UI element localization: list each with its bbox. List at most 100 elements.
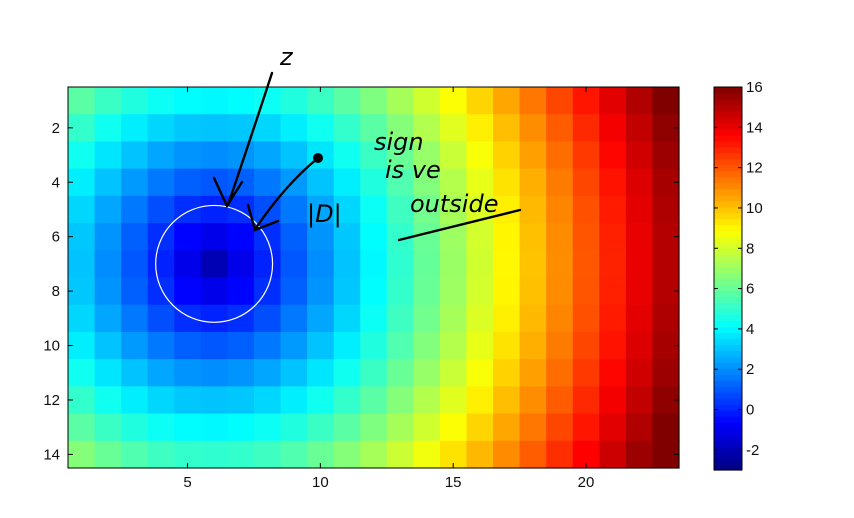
heatmap-cell [493, 331, 521, 360]
heatmap-cell [200, 440, 228, 469]
heatmap-cell [599, 386, 627, 415]
heatmap-cell [599, 168, 627, 197]
heatmap-cell [94, 195, 122, 224]
heatmap-cell [147, 277, 175, 306]
heatmap-cell [413, 386, 441, 415]
heatmap-cell [253, 359, 282, 387]
heatmap-cell [519, 141, 547, 170]
colorbar-tick-label: 16 [746, 79, 763, 96]
heatmap-cell [625, 386, 654, 415]
heatmap-cell [94, 359, 122, 387]
heatmap-cell [147, 195, 175, 224]
heatmap-cell [68, 195, 96, 224]
heatmap-cell [360, 114, 388, 143]
heatmap-cell [466, 141, 494, 170]
heatmap-cell [439, 168, 468, 197]
heatmap-cell [121, 386, 149, 415]
colorbar-band [714, 284, 742, 292]
heatmap-cell [519, 114, 547, 143]
heatmap-cell [147, 250, 175, 279]
heatmap-cell [493, 440, 521, 469]
heatmap-cell [546, 304, 574, 333]
heatmap-cell [253, 413, 282, 442]
note-line-3: outside [410, 190, 498, 218]
heatmap-cell [307, 195, 335, 224]
heatmap-cell [227, 359, 255, 387]
heatmap-cell [599, 413, 627, 442]
heatmap-cell [546, 250, 574, 279]
heatmap-cell [625, 440, 654, 469]
colorbar-band [714, 320, 742, 327]
heatmap-cell [68, 359, 96, 387]
heatmap-cell [625, 87, 654, 115]
heatmap-cell [466, 114, 494, 143]
colorbar-band [714, 164, 742, 172]
heatmap-cell [519, 87, 547, 115]
heatmap-cell [439, 359, 468, 387]
colorbar-band [714, 254, 742, 262]
heatmap-cell [466, 304, 494, 333]
heatmap-cell [227, 87, 255, 115]
colorbar-band [714, 212, 742, 220]
heatmap-cell [546, 223, 574, 251]
colorbar-band [714, 392, 742, 399]
heatmap-cell [599, 223, 627, 251]
heatmap-cell [572, 223, 600, 251]
colorbar-band [714, 92, 742, 100]
heatmap-cell [519, 440, 547, 469]
heatmap-cell [174, 359, 202, 387]
heatmap-cell [280, 277, 308, 306]
heatmap-cell [413, 87, 441, 115]
heatmap-cell [466, 168, 494, 197]
heatmap-cell [572, 141, 600, 170]
heatmap-cell [253, 223, 282, 251]
heatmap-cell [307, 304, 335, 333]
heatmap-cell [493, 195, 521, 224]
heatmap-cell [413, 250, 441, 279]
y-tick-label: 8 [52, 283, 60, 300]
heatmap-cell [386, 141, 414, 170]
colorbar-band [714, 200, 742, 208]
colorbar-band [714, 206, 742, 214]
heatmap-cell [280, 304, 308, 333]
colorbar-band [714, 266, 742, 274]
heatmap-cell [280, 359, 308, 387]
colorbar-band [714, 260, 742, 268]
colorbar-band [714, 236, 742, 244]
heatmap-cell [466, 386, 494, 415]
colorbar-tick-label: 8 [746, 240, 754, 257]
heatmap-cell [307, 413, 335, 442]
heatmap-cell [546, 195, 574, 224]
heatmap-cell [147, 141, 175, 170]
heatmap-cell [253, 168, 282, 197]
heatmap-cell [599, 440, 627, 469]
heatmap-cell [493, 250, 521, 279]
heatmap-cell [493, 413, 521, 442]
heatmap-cell [386, 386, 414, 415]
heatmap-cell [652, 250, 680, 279]
heatmap-cell [360, 141, 388, 170]
colorbar-band [714, 248, 742, 256]
heatmap-cell [174, 195, 202, 224]
heatmap-cell [466, 87, 494, 115]
heatmap-cell [174, 304, 202, 333]
heatmap-cell [493, 304, 521, 333]
heatmap-cell [466, 223, 494, 251]
heatmap-cell [200, 114, 228, 143]
heatmap-cell [625, 250, 654, 279]
heatmap-cell [572, 250, 600, 279]
heatmap-cell [68, 250, 96, 279]
heatmap-cell [147, 168, 175, 197]
colorbar-band [714, 272, 742, 280]
heatmap-cell [174, 141, 202, 170]
colorbar [714, 87, 742, 471]
heatmap-cell [147, 413, 175, 442]
heatmap-cell [360, 331, 388, 360]
heatmap-cell [280, 114, 308, 143]
heatmap-cell [94, 304, 122, 333]
heatmap-cell [386, 413, 414, 442]
heatmap-cell [333, 440, 361, 469]
plot-frame [67, 86, 680, 469]
heatmap-cell [519, 223, 547, 251]
colorbar-band [714, 416, 742, 423]
